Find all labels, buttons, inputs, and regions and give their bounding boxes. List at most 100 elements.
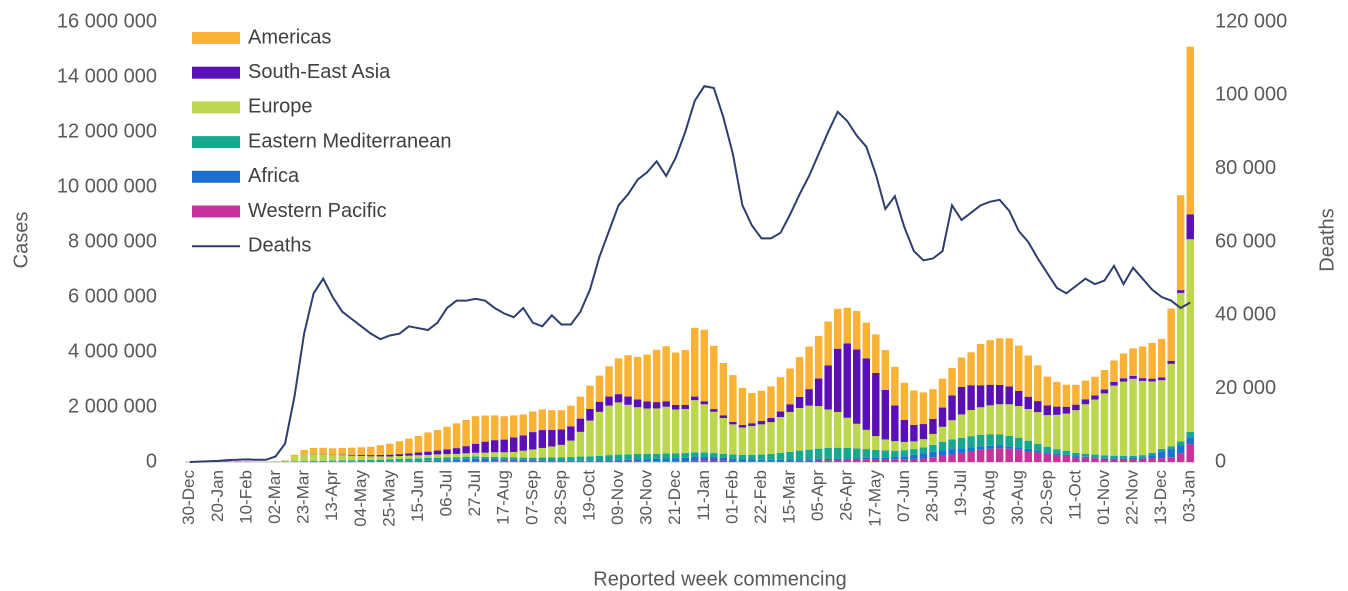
bar — [1157, 338, 1166, 378]
bar — [1043, 446, 1052, 453]
bar — [1186, 46, 1194, 215]
bar — [986, 405, 994, 435]
bar — [1157, 451, 1166, 459]
bar — [357, 460, 365, 462]
bar — [1129, 458, 1137, 459]
bar — [853, 349, 861, 424]
bar — [976, 407, 985, 435]
bar — [748, 461, 756, 462]
bar — [919, 439, 928, 448]
bar — [691, 460, 699, 462]
bar — [719, 457, 728, 461]
bar — [1081, 453, 1090, 457]
bar — [1024, 440, 1032, 449]
bar — [1043, 376, 1052, 406]
bar — [748, 425, 756, 455]
bar — [357, 447, 365, 456]
x-tick-label: 03-Jan — [1180, 470, 1199, 522]
bar — [881, 457, 890, 459]
x-tick-label: 07-Sep — [522, 470, 541, 525]
bar — [833, 447, 842, 459]
bar — [538, 457, 547, 461]
x-tick-label: 30-Aug — [1008, 470, 1027, 525]
bar — [1129, 375, 1137, 379]
bar — [919, 447, 928, 454]
bar — [1053, 449, 1061, 454]
bar — [1043, 405, 1052, 416]
bar — [386, 456, 394, 460]
x-tick-label: 20-Jan — [208, 470, 227, 522]
bar — [405, 438, 413, 454]
bar — [300, 461, 308, 462]
bar — [1081, 457, 1090, 462]
bar — [948, 449, 956, 455]
bar — [1167, 308, 1175, 361]
bar — [490, 440, 499, 453]
bar — [719, 418, 728, 454]
bar — [1062, 384, 1071, 407]
bar — [1148, 452, 1156, 456]
bar — [748, 423, 756, 426]
bar — [1005, 446, 1013, 449]
bar — [1062, 413, 1071, 451]
bar — [843, 343, 851, 418]
bar — [538, 430, 547, 448]
bar — [814, 459, 823, 461]
bar — [1138, 457, 1147, 459]
bar — [1015, 390, 1023, 407]
y-tick-label: 0 — [146, 450, 157, 472]
bar — [767, 386, 775, 418]
bar — [710, 453, 718, 458]
bar — [757, 461, 766, 462]
bar — [910, 390, 918, 425]
bar — [481, 458, 489, 462]
bar — [900, 450, 909, 457]
x-tick-label: 01-Nov — [1094, 470, 1113, 525]
bar — [910, 454, 918, 459]
legend-swatch — [192, 136, 240, 149]
bar — [462, 446, 470, 454]
bar — [881, 450, 890, 458]
bar — [1176, 445, 1185, 454]
x-tick-label: 17-Aug — [494, 470, 513, 525]
bar — [805, 346, 813, 390]
bar — [424, 432, 432, 452]
bar — [1167, 360, 1175, 364]
bar — [643, 453, 651, 460]
bar — [1100, 458, 1109, 462]
bar — [1005, 435, 1013, 447]
bar — [1072, 456, 1080, 458]
x-tick-label: 13-Dec — [1151, 470, 1170, 525]
bar — [367, 459, 375, 462]
bar — [405, 458, 413, 462]
bar — [1100, 389, 1109, 394]
bar — [395, 459, 404, 462]
bar — [1148, 342, 1156, 379]
bar — [805, 389, 813, 406]
bar — [567, 426, 575, 441]
bar — [1119, 378, 1128, 382]
bar — [557, 410, 566, 430]
bar — [671, 453, 680, 459]
bar — [995, 338, 1004, 385]
bar — [1129, 378, 1137, 456]
y-tick-label: 14 000 000 — [57, 65, 157, 87]
x-tick-label: 06-Jul — [437, 470, 456, 516]
x-tick-label: 17-May — [865, 470, 884, 527]
bar — [376, 459, 385, 462]
bar — [662, 346, 670, 402]
bar — [1091, 395, 1099, 400]
bar — [929, 444, 937, 452]
bar — [633, 399, 642, 408]
bar — [929, 451, 937, 458]
bar — [738, 454, 747, 460]
bar — [795, 357, 804, 397]
bar — [1072, 384, 1080, 405]
bar — [614, 460, 623, 462]
bar — [891, 459, 899, 462]
bar — [1034, 365, 1042, 402]
bar — [700, 460, 709, 462]
bar — [833, 458, 842, 461]
bar — [557, 444, 566, 458]
bar — [652, 402, 661, 409]
